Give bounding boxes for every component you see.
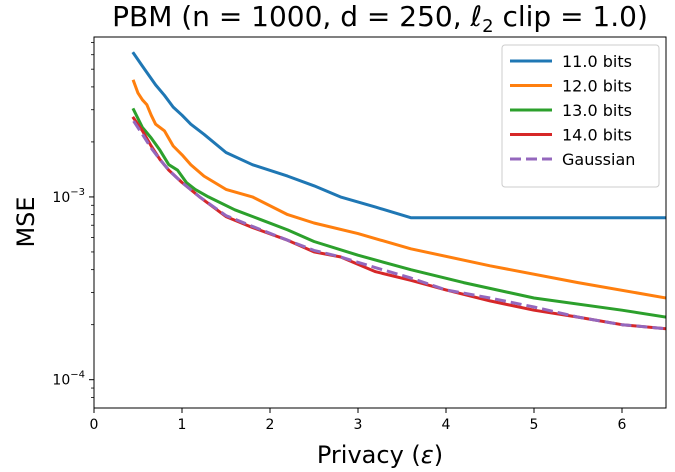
- series-line-4: [132, 120, 666, 331]
- title-ell: ℓ: [470, 0, 483, 33]
- x-tick-label: 0: [90, 417, 99, 433]
- x-tick-label: 1: [178, 417, 187, 433]
- legend-label-4: Gaussian: [562, 150, 635, 169]
- chart-title: PBM (n = 1000, d = 250, ℓ2 clip = 1.0): [112, 0, 648, 37]
- y-tick-label: 10−3: [52, 187, 85, 206]
- y-tick-label: 10−4: [52, 370, 85, 389]
- x-tick-label: 5: [530, 417, 539, 433]
- x-axis-title-close: ): [434, 441, 443, 469]
- x-tick-label: 2: [266, 417, 275, 433]
- axes-frame: [93, 36, 667, 409]
- x-tick-label: 6: [618, 417, 627, 433]
- legend: 11.0 bits 12.0 bits 13.0 bits 14.0 bits Gaus…: [501, 44, 660, 188]
- title-main: PBM (n = 1000, d = 250,: [112, 0, 470, 33]
- x-axis-title-text: Privacy (: [317, 441, 421, 469]
- title-rest: clip = 1.0): [494, 0, 648, 33]
- legend-box: [501, 44, 660, 188]
- y-axis-title: MSE: [12, 196, 40, 247]
- x-axis-title: Privacy (ε): [317, 441, 443, 469]
- legend-label-0: 11.0 bits: [562, 52, 632, 71]
- x-axis-title-epsilon: ε: [421, 441, 434, 469]
- series-lines: [131, 51, 666, 331]
- title-subscript: 2: [482, 16, 493, 37]
- series-line-0: [131, 51, 666, 220]
- series-line-1: [131, 79, 666, 300]
- x-tick-label: 3: [354, 417, 363, 433]
- legend-label-3: 14.0 bits: [562, 126, 632, 145]
- plot-area: 0 1 2 3 4 5 6 10−4 10−3: [52, 36, 667, 433]
- legend-label-1: 12.0 bits: [562, 77, 632, 96]
- x-tick-label: 4: [442, 417, 451, 433]
- series-line-2: [131, 107, 666, 319]
- legend-label-2: 13.0 bits: [562, 101, 632, 120]
